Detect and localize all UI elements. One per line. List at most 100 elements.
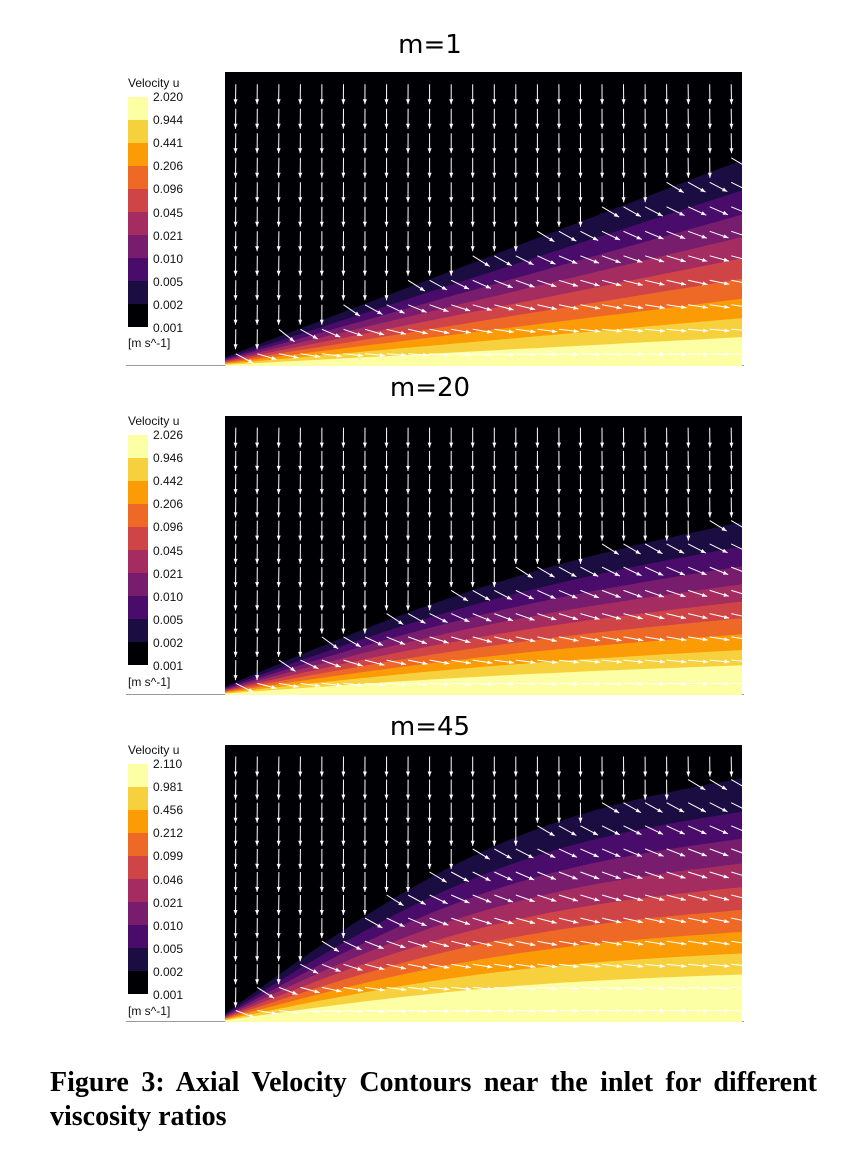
arrow-head: [729, 442, 734, 448]
arrow-head: [233, 221, 238, 227]
legend-title: Velocity u: [128, 414, 180, 428]
arrow-head: [550, 260, 556, 265]
tick-label: 2.026: [153, 428, 184, 442]
arrow-head: [401, 682, 407, 687]
arrow-head: [255, 651, 260, 657]
arrow-head: [594, 615, 600, 620]
arrow-head: [441, 878, 447, 883]
arrow-head: [557, 794, 561, 800]
arrow-head: [638, 352, 644, 357]
arrow-head: [255, 344, 260, 350]
arrow-head: [276, 246, 281, 252]
tick-label: 0.096: [153, 182, 184, 196]
arrow-head: [421, 640, 427, 644]
arrow-head: [449, 148, 454, 154]
arrow-head: [723, 896, 730, 901]
arrow-head: [449, 771, 454, 777]
arrow-head: [535, 489, 540, 495]
arrow-head: [615, 615, 622, 620]
arrow-head: [276, 558, 281, 564]
velocity-arrow: [731, 940, 742, 944]
arrow-head: [233, 99, 238, 105]
arrow-head: [298, 582, 303, 588]
velocity-arrow: [731, 917, 742, 921]
arrow-head: [572, 875, 578, 880]
arrow-head: [384, 197, 389, 203]
velocity-arrow: [731, 659, 742, 662]
arrow-head: [513, 221, 518, 227]
arrow-head: [443, 308, 449, 312]
velocity-arrow: [731, 279, 742, 283]
arrow-head: [233, 933, 238, 939]
arrow-head: [427, 863, 432, 869]
arrow-head: [398, 901, 404, 906]
arrow-head: [557, 221, 561, 227]
arrow-head: [680, 919, 687, 924]
arrow-head: [449, 246, 454, 252]
colorbar: [128, 97, 148, 327]
arrow-head: [449, 270, 454, 276]
arrow-head: [508, 660, 515, 665]
arrow-head: [379, 353, 385, 358]
arrow-head: [314, 989, 320, 994]
colorbar-band: [128, 435, 148, 458]
arrow-head: [535, 558, 540, 564]
arrow-head: [636, 852, 642, 857]
arrow-head: [443, 639, 449, 644]
arrow-head: [492, 197, 497, 203]
arrow-head: [613, 212, 620, 218]
arrow-head: [444, 682, 450, 687]
arrow-head: [465, 942, 471, 947]
arrow-head: [636, 571, 642, 576]
arrow-head: [557, 817, 561, 823]
arrow-head: [298, 148, 303, 154]
arrow-head: [449, 582, 454, 588]
arrow-head: [255, 628, 260, 634]
arrow-head: [722, 548, 728, 553]
arrow-head: [341, 535, 346, 541]
arrow-head: [664, 535, 669, 541]
arrow-head: [255, 512, 260, 518]
arrow-head: [557, 442, 561, 448]
arrow-head: [470, 99, 475, 105]
arrow-head: [535, 794, 540, 800]
arrow-head: [707, 172, 712, 178]
arrow-head: [399, 309, 405, 314]
arrow-head: [357, 332, 363, 336]
arrow-head: [422, 987, 428, 992]
arrow-head: [233, 628, 238, 634]
arrow-head: [616, 352, 622, 357]
arrow-head: [571, 831, 577, 836]
arrow-head: [255, 675, 260, 681]
arrow-head: [255, 582, 260, 588]
arrow-head: [492, 489, 497, 495]
arrow-head: [638, 328, 644, 333]
arrow-head: [233, 197, 238, 203]
velocity-arrow: [731, 566, 742, 572]
arrow-head: [549, 831, 555, 836]
arrow-head: [427, 840, 432, 846]
arrow-head: [276, 148, 281, 154]
arrow-head: [594, 282, 600, 287]
arrow-head: [722, 830, 728, 834]
arrow-head: [724, 963, 730, 968]
arrow-head: [255, 246, 260, 252]
arrow-head: [362, 221, 367, 227]
arrow-head: [513, 840, 518, 846]
arrow-head: [492, 512, 497, 518]
arrow-head: [700, 187, 706, 193]
arrow-head: [729, 771, 734, 777]
arrow-head: [276, 956, 281, 962]
tick-label: 0.046: [153, 873, 184, 887]
arrow-head: [362, 489, 367, 495]
arrow-head: [298, 123, 303, 129]
arrow-head: [643, 99, 648, 105]
arrow-head: [530, 964, 536, 969]
arrow-head: [362, 840, 367, 846]
colorbar-band: [128, 642, 148, 665]
colorbar-band: [128, 504, 148, 527]
arrow-head: [616, 637, 622, 642]
arrow-head: [557, 99, 561, 105]
arrow-head: [492, 246, 497, 252]
arrow-head: [595, 328, 601, 333]
